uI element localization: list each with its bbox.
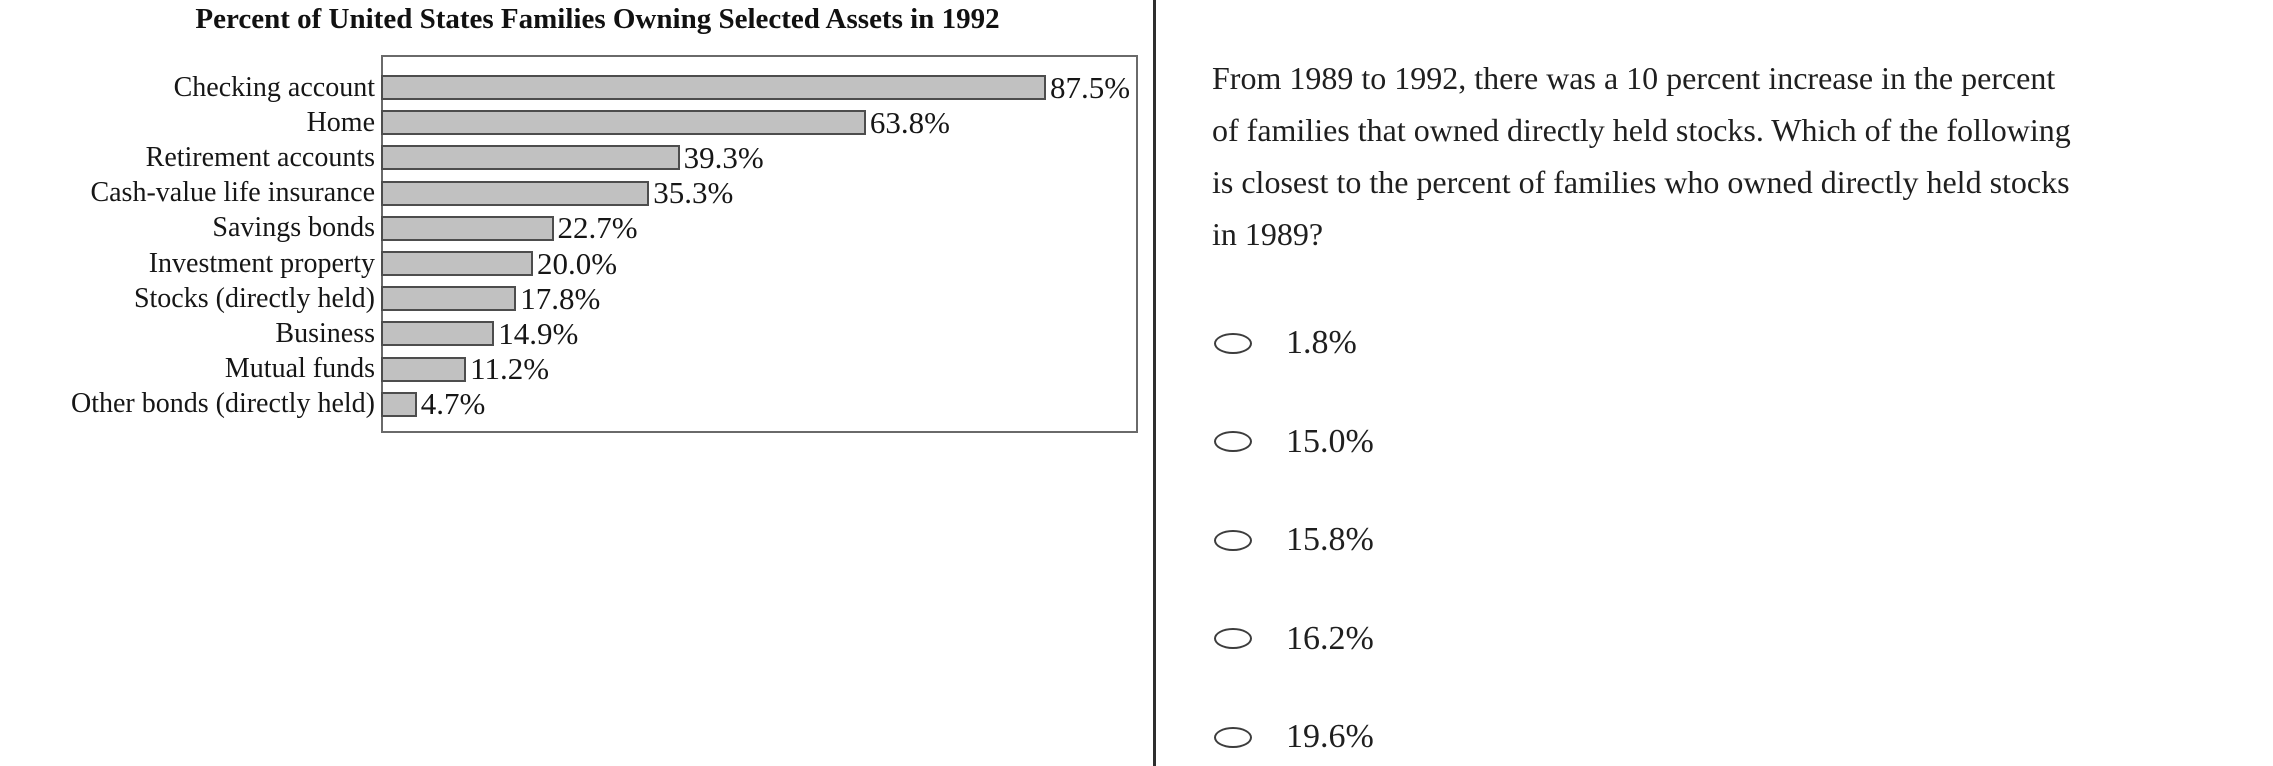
radio-button-icon[interactable]	[1214, 431, 1252, 452]
chart-title: Percent of United States Families Owning…	[195, 3, 1000, 35]
bar-value-label: 4.7%	[420, 386, 486, 422]
bar-row: Business 14.9%	[20, 316, 578, 351]
bar-row: Retirement accounts 39.3%	[20, 140, 764, 175]
bar	[381, 251, 533, 276]
option-label: 1.8%	[1286, 324, 1357, 361]
bar-category-label: Mutual funds	[224, 353, 375, 385]
bar-value-label: 22.7%	[557, 210, 638, 246]
bar-category-label: Investment property	[148, 247, 375, 279]
question-text: From 1989 to 1992, there was a 10 percen…	[1212, 52, 2071, 260]
answer-option[interactable]: 19.6%	[1214, 716, 1374, 758]
question-line: is closest to the percent of families wh…	[1212, 164, 2070, 200]
option-label: 15.0%	[1286, 422, 1374, 460]
bar-value-label: 17.8%	[520, 280, 601, 316]
bar-category-label: Cash-value life insurance	[90, 177, 375, 209]
bar-value-label: 35.3%	[653, 175, 734, 211]
bar-value-label: 63.8%	[869, 104, 950, 140]
bar-value-label: 87.5%	[1050, 69, 1131, 105]
bar	[381, 321, 495, 347]
radio-button-icon[interactable]	[1214, 529, 1252, 551]
bar-category-label: Savings bonds	[212, 212, 375, 244]
bar	[381, 215, 554, 241]
bar-category-label: Business	[275, 317, 375, 349]
answer-option[interactable]: 1.8%	[1214, 322, 1357, 364]
bar	[381, 286, 517, 312]
option-label: 16.2%	[1286, 619, 1374, 657]
bar-category-label: Home	[306, 106, 375, 138]
bar-value-label: 20.0%	[537, 245, 618, 281]
option-label: 19.6%	[1286, 718, 1374, 755]
panel-divider	[1153, 0, 1156, 766]
question-line: From 1989 to 1992, there was a 10 percen…	[1212, 60, 2056, 96]
bar	[381, 145, 680, 171]
bar-row: Mutual funds 11.2%	[20, 351, 550, 387]
bar-category-label: Stocks (directly held)	[133, 282, 375, 314]
bar-row: Home 63.8%	[20, 105, 950, 140]
bar	[381, 180, 650, 206]
question-line: of families that owned directly held sto…	[1212, 112, 2071, 148]
bar-row: Stocks (directly held) 17.8%	[20, 281, 600, 316]
bar-row: Investment property 20.0%	[20, 246, 617, 281]
bar-category-label: Retirement accounts	[145, 141, 375, 173]
bar-value-label: 11.2%	[470, 351, 550, 387]
bar-row: Savings bonds 22.7%	[20, 210, 638, 246]
bar	[381, 356, 467, 382]
bar	[381, 110, 866, 136]
answer-option[interactable]: 16.2%	[1214, 618, 1374, 660]
bar-row: Checking account 87.5%	[20, 70, 1130, 105]
bar-category-label: Other bonds (directly held)	[70, 388, 375, 420]
bar-category-label: Checking account	[173, 71, 375, 103]
bar	[381, 75, 1046, 100]
bar-value-label: 14.9%	[498, 315, 579, 351]
radio-button-icon[interactable]	[1214, 726, 1252, 748]
bar-row: Other bonds (directly held) 4.7%	[20, 386, 486, 422]
bar-value-label: 39.3%	[683, 139, 764, 175]
bar-row: Cash-value life insurance 35.3%	[20, 175, 734, 211]
radio-button-icon[interactable]	[1214, 332, 1252, 354]
answer-option[interactable]: 15.8%	[1214, 519, 1374, 561]
question-line: in 1989?	[1212, 216, 1324, 252]
radio-button-icon[interactable]	[1214, 628, 1252, 649]
option-label: 15.8%	[1286, 521, 1374, 558]
bar	[381, 391, 417, 417]
answer-option[interactable]: 15.0%	[1214, 421, 1374, 463]
